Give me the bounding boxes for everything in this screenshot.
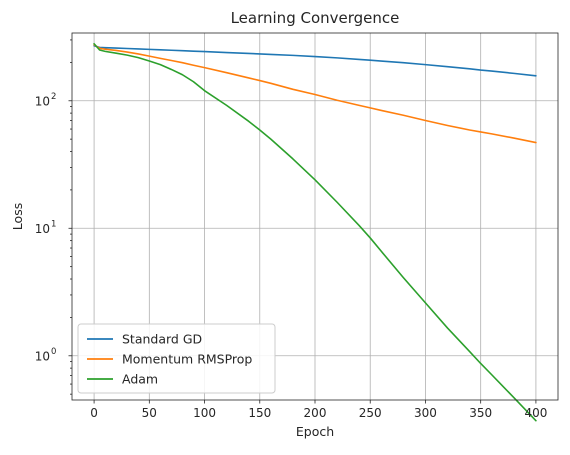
y-axis-label: Loss [10, 203, 25, 230]
x-tick-label: 250 [359, 406, 382, 420]
y-tick-exponent: 1 [51, 219, 56, 229]
legend-label-momentum-rmsprop: Momentum RMSProp [122, 352, 252, 367]
x-tick-label: 350 [469, 406, 492, 420]
x-tick-label: 50 [142, 406, 157, 420]
y-tick-exponent: 2 [51, 92, 56, 102]
x-tick-label: 200 [304, 406, 327, 420]
y-tick-label: 10 [35, 349, 50, 363]
chart-title: Learning Convergence [231, 9, 400, 27]
legend-label-adam: Adam [122, 372, 158, 387]
x-tick-label: 100 [193, 406, 216, 420]
y-tick-label: 10 [35, 222, 50, 236]
x-tick-label: 150 [248, 406, 271, 420]
y-tick-label: 10 [35, 94, 50, 108]
y-tick-exponent: 0 [51, 347, 56, 357]
x-tick-label: 0 [90, 406, 98, 420]
x-tick-label: 400 [524, 406, 547, 420]
legend: Standard GD Momentum RMSProp Adam [78, 324, 275, 393]
x-axis-label: Epoch [296, 424, 334, 439]
legend-label-standard-gd: Standard GD [122, 332, 202, 347]
x-tick-label: 300 [414, 406, 437, 420]
